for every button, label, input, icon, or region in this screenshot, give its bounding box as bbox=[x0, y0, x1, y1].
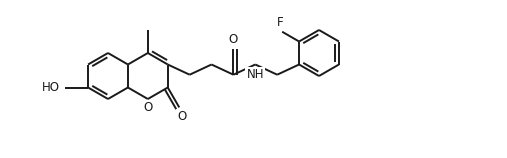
Text: HO: HO bbox=[42, 81, 60, 94]
Text: F: F bbox=[277, 16, 283, 29]
Text: O: O bbox=[143, 101, 153, 114]
Text: NH: NH bbox=[246, 69, 264, 82]
Text: O: O bbox=[229, 33, 238, 46]
Text: O: O bbox=[177, 110, 187, 123]
